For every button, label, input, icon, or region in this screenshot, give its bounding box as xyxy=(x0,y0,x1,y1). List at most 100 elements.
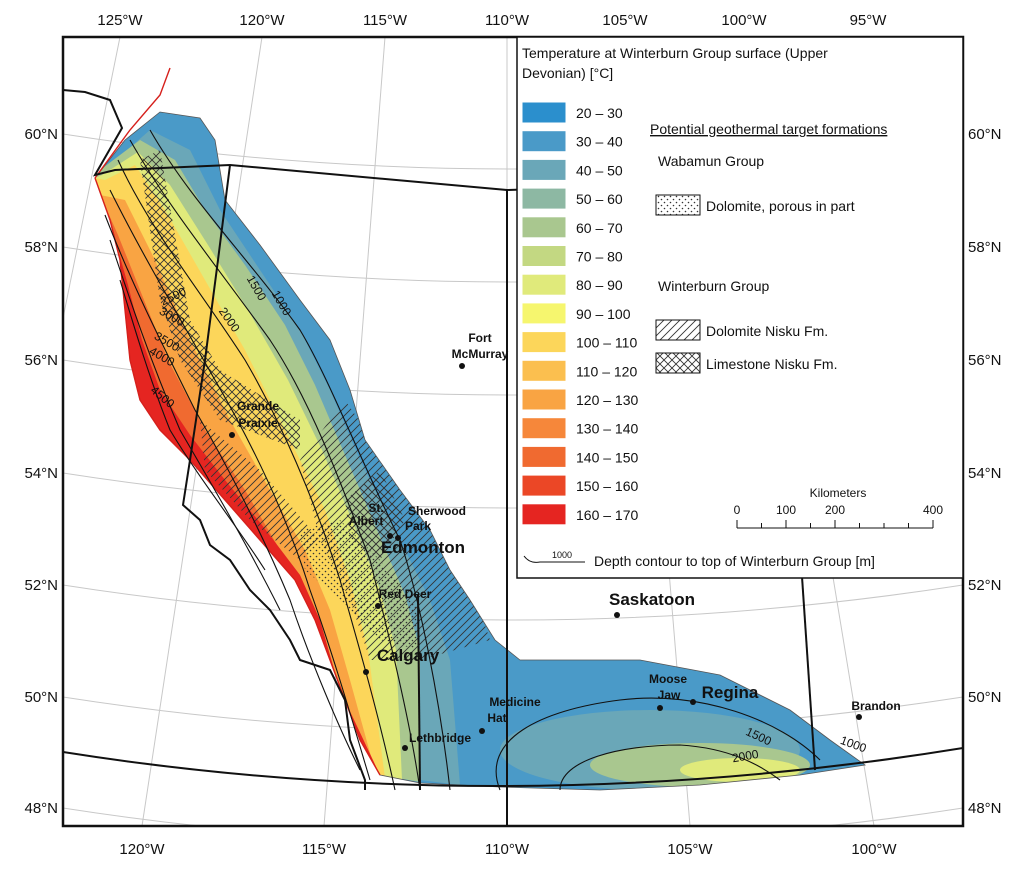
latitude-label: 56°N xyxy=(24,352,58,369)
latitude-label: 60°N xyxy=(968,126,1002,143)
pattern-swatch xyxy=(655,352,701,374)
scale-label: 0 xyxy=(734,503,741,517)
parallel xyxy=(63,584,963,621)
city-dot xyxy=(229,432,235,438)
depth-contour xyxy=(129,139,421,791)
city-label: Saskatoon xyxy=(609,590,695,609)
longitude-label: 120°W xyxy=(239,12,285,29)
latitude-label: 54°N xyxy=(968,465,1002,482)
pattern-label: Dolomite Nisku Fm. xyxy=(706,323,828,339)
depth-contour xyxy=(119,279,266,571)
legend-label: 30 – 40 xyxy=(576,134,623,150)
group-name: Wabamun Group xyxy=(658,153,764,169)
latitude-label: 56°N xyxy=(968,352,1002,369)
temperature-bands xyxy=(95,112,865,790)
latitude-label: 48°N xyxy=(24,800,58,817)
legend-label: 20 – 30 xyxy=(576,105,623,121)
legend-swatch xyxy=(521,245,567,267)
latitude-label: 50°N xyxy=(24,689,58,706)
city-label: Brandon xyxy=(851,699,900,713)
scale-title: Kilometers xyxy=(810,486,867,500)
dolomite-porous xyxy=(300,520,420,650)
legend-swatch xyxy=(521,331,567,354)
longitude-label: 110°W xyxy=(485,841,530,858)
legend-title: Devonian) [°C] xyxy=(522,65,613,81)
city-dot xyxy=(459,363,465,369)
scale-label: 200 xyxy=(825,503,845,517)
map-body: 1000150020002500300035004000450015002000… xyxy=(63,37,963,826)
city-dot xyxy=(387,533,393,539)
pattern-swatch xyxy=(655,194,701,216)
legend-label: 130 – 140 xyxy=(576,421,638,437)
temperature-zone xyxy=(95,178,380,775)
legend-label: 70 – 80 xyxy=(576,249,623,265)
city-label: Albert xyxy=(349,514,384,528)
city-label: McMurray xyxy=(452,347,509,361)
legend-swatch xyxy=(521,187,567,210)
city-label: Jaw xyxy=(658,688,681,702)
city-dot xyxy=(375,603,381,609)
legend-swatch xyxy=(521,273,567,296)
formations-heading: Potential geothermal target formations xyxy=(650,121,887,137)
longitude-label: 110°W xyxy=(485,12,530,29)
city-dot xyxy=(690,699,696,705)
dolomite-nisku xyxy=(200,420,320,560)
longitude-label: 120°W xyxy=(119,841,165,858)
legend-label: 40 – 50 xyxy=(576,162,623,178)
city-dot xyxy=(657,705,663,711)
legend-label: 60 – 70 xyxy=(576,220,623,236)
legend-swatch xyxy=(521,302,567,325)
meridian xyxy=(63,37,121,321)
contour-sample-label: 1000 xyxy=(552,550,572,560)
legend-label: 90 – 100 xyxy=(576,306,631,322)
city-label: Moose xyxy=(649,672,687,686)
legend-swatch xyxy=(521,474,567,497)
zero-edge xyxy=(94,67,381,776)
city-label: Medicine xyxy=(489,695,541,709)
depth-contour xyxy=(117,159,396,791)
latitude-label: 52°N xyxy=(968,577,1002,594)
legend-swatch xyxy=(521,417,567,440)
boundary xyxy=(181,164,366,790)
depth-contour xyxy=(109,239,281,611)
legend-swatch xyxy=(521,130,567,153)
pattern-swatch xyxy=(655,319,701,341)
depth-contour xyxy=(495,697,821,791)
legend-swatch xyxy=(521,445,567,468)
contour-sample xyxy=(523,555,585,563)
latitude-label: 60°N xyxy=(24,126,58,143)
city-dot xyxy=(479,728,485,734)
city-label: Edmonton xyxy=(381,538,465,557)
contour-legend-label: Depth contour to top of Winterburn Group… xyxy=(594,553,875,569)
city-label: Park xyxy=(405,519,431,533)
latitude-label: 48°N xyxy=(968,800,1002,817)
longitude-label: 115°W xyxy=(363,12,408,29)
latitude-label: 58°N xyxy=(24,239,58,256)
legend-label: 150 – 160 xyxy=(576,478,638,494)
legend-label: 80 – 90 xyxy=(576,277,623,293)
legend-label: 140 – 150 xyxy=(576,449,638,465)
city-dot xyxy=(395,535,401,541)
city-label: Fort xyxy=(468,331,491,345)
legend-label: 50 – 60 xyxy=(576,191,623,207)
limestone-nisku xyxy=(140,150,300,450)
city-label: Hat xyxy=(487,711,506,725)
contour-label: 2000 xyxy=(731,747,760,765)
longitude-label: 125°W xyxy=(97,12,143,29)
legend-label: 120 – 130 xyxy=(576,392,638,408)
boundary xyxy=(63,747,963,788)
longitude-label: 115°W xyxy=(302,841,347,858)
legend: Temperature at Winterburn Group surface … xyxy=(516,36,964,579)
latitude-label: 52°N xyxy=(24,577,58,594)
latitude-label: 50°N xyxy=(968,689,1002,706)
pattern-label: Limestone Nisku Fm. xyxy=(706,356,837,372)
legend-swatch xyxy=(521,216,567,239)
city-dot xyxy=(856,714,862,720)
legend-swatch xyxy=(521,388,567,411)
city-dot xyxy=(363,669,369,675)
city-label: Regina xyxy=(702,683,759,702)
latitude-label: 58°N xyxy=(968,239,1002,256)
city-dot xyxy=(402,745,408,751)
legend-label: 160 – 170 xyxy=(576,507,638,523)
